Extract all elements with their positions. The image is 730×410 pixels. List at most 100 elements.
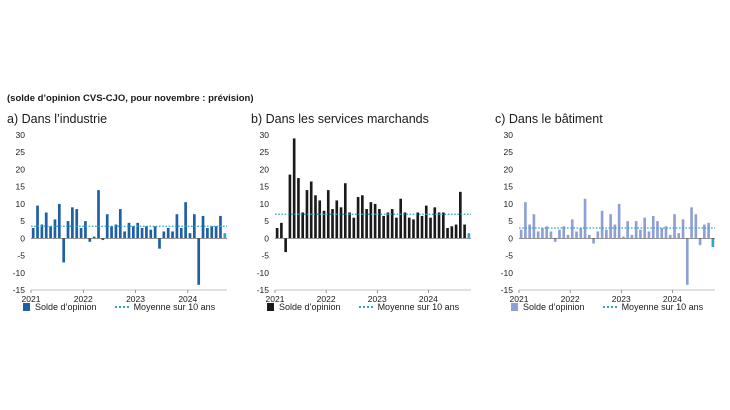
panel-title: b) Dans les services marchands: [251, 112, 429, 126]
bar: [463, 224, 466, 239]
bar: [681, 219, 685, 239]
bar: [673, 214, 676, 239]
bar: [390, 209, 394, 239]
bar: [153, 226, 157, 239]
legend-bar-swatch: [23, 303, 30, 311]
y-tick-label: 30: [504, 130, 514, 140]
bar: [587, 234, 591, 239]
legend-bar-label: Solde d’opinion: [523, 302, 585, 312]
bar: [626, 221, 629, 239]
bar: [703, 224, 706, 239]
bar: [114, 224, 118, 239]
bar: [429, 217, 432, 239]
bar: [441, 212, 445, 239]
legend-mean-label: Moyenne sur 10 ans: [133, 302, 216, 312]
bar: [660, 228, 664, 239]
bar: [373, 203, 377, 239]
x-tick-label: 2021: [510, 294, 529, 304]
y-tick-label: -5: [261, 251, 269, 261]
y-tick-label: 20: [16, 164, 26, 174]
bar: [288, 174, 292, 239]
bar: [566, 234, 570, 239]
bar: [412, 219, 415, 239]
bar: [123, 231, 126, 239]
bar: [416, 212, 420, 239]
bar: [549, 231, 553, 239]
y-tick-label: -10: [13, 268, 26, 278]
legend-mean-swatch: [602, 306, 617, 308]
bar: [528, 224, 531, 239]
panel-industrie: a) Dans l’industrie 30 25 20 15 10 5 0 -5 -10 -15…: [7, 112, 239, 322]
panel-batiment: c) Dans le bâtiment 30 25 20 15 10 5 0 -5 -10 -15…: [495, 112, 727, 322]
bar: [275, 228, 279, 239]
bar: [101, 238, 105, 241]
bar: [365, 209, 368, 239]
y-tick-label: 10: [16, 199, 26, 209]
bar: [127, 222, 131, 239]
bar: [62, 238, 66, 263]
x-tick-label: 2024: [419, 294, 438, 304]
bar: [314, 195, 317, 239]
bar: [454, 224, 458, 239]
bar: [399, 198, 403, 239]
bar: [214, 226, 218, 239]
bar: [562, 226, 566, 239]
bar: [532, 214, 536, 239]
bar: [31, 228, 35, 239]
bar: [322, 210, 326, 239]
x-tick-label: 2022: [74, 294, 93, 304]
y-tick-label: 25: [260, 147, 270, 157]
bar: [110, 226, 113, 239]
bar: [136, 222, 140, 239]
bar: [356, 197, 360, 239]
bar: [424, 205, 428, 239]
bar: [188, 233, 192, 239]
bar: [694, 214, 698, 239]
bar: [592, 238, 595, 244]
bar: [343, 183, 347, 239]
bar: [382, 215, 385, 239]
bar: [634, 221, 638, 239]
bar: [339, 207, 343, 239]
bar: [92, 236, 96, 239]
bar: [132, 226, 135, 239]
panel-title: c) Dans le bâtiment: [495, 112, 603, 126]
bar: [292, 138, 296, 239]
bar: [711, 238, 715, 247]
legend-mean-swatch: [114, 306, 129, 308]
bar: [331, 209, 334, 239]
y-tick-label: 15: [16, 182, 26, 192]
bar: [318, 200, 322, 239]
bar: [545, 226, 549, 239]
bar: [407, 217, 411, 239]
y-tick-label: 20: [260, 164, 270, 174]
bar: [685, 238, 689, 285]
bar: [617, 203, 621, 239]
bar: [437, 212, 441, 239]
bar: [541, 228, 544, 239]
y-tick-label: 25: [504, 147, 514, 157]
bar: [36, 205, 39, 239]
x-tick-label: 2022: [317, 294, 336, 304]
bar: [223, 233, 227, 239]
bar: [118, 209, 122, 239]
bar: [66, 221, 70, 239]
y-tick-label: 10: [260, 199, 270, 209]
bar: [140, 228, 144, 239]
y-tick-label: -5: [505, 251, 513, 261]
y-tick-label: 20: [504, 164, 514, 174]
bar: [79, 228, 83, 239]
legend-mean-label: Moyenne sur 10 ans: [377, 302, 460, 312]
legend: Solde d’opinion Moyenne sur 10 ans: [267, 302, 459, 312]
bar: [536, 231, 540, 239]
chart-subtitle: (solde d’opinion CVS-CJO, pour novembre …: [7, 93, 254, 104]
legend: Solde d’opinion Moyenne sur 10 ans: [23, 302, 215, 312]
bar: [664, 226, 668, 239]
bar: [583, 198, 587, 239]
bar: [184, 202, 187, 239]
bar: [219, 215, 222, 239]
bar: [467, 233, 471, 239]
bar: [197, 238, 201, 285]
bar: [145, 226, 148, 239]
